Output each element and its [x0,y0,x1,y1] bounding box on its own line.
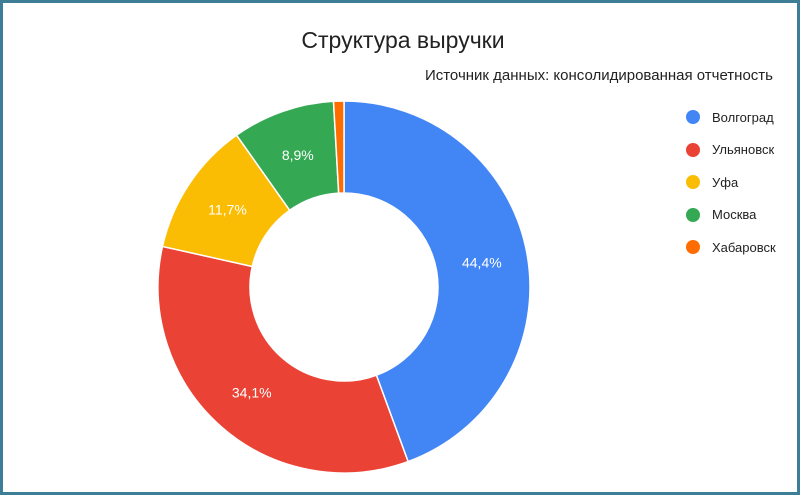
legend-label: Хабаровск [712,239,776,255]
legend-swatch [686,240,700,255]
legend-swatch [686,142,700,157]
legend-swatch [686,175,700,190]
donut-slice-labels: 44,4% 34,1% 11,7% 8,9% [208,147,502,400]
chart-subtitle: Источник данных: консолидированная отчет… [424,67,773,84]
legend-item-moskva[interactable]: Москва [686,199,776,232]
slice-value-label: 11,7% [208,201,247,217]
legend-swatch [686,207,700,222]
donut-slices [157,100,531,474]
legend-item-ufa[interactable]: Уфа [686,166,776,199]
chart-title: Структура выручки [301,27,505,53]
legend-label: Волгоград [712,109,774,125]
legend-label: Москва [712,207,757,223]
legend-item-volgograd[interactable]: Волгоград [686,101,776,134]
donut-chart: 44,4% 34,1% 11,7% 8,9% [157,100,531,474]
donut-slice[interactable] [157,245,410,474]
slice-value-label: 34,1% [232,384,272,400]
legend-item-ulyanovsk[interactable]: Ульяновск [686,134,776,167]
legend: Волгоград Ульяновск Уфа Москва Хабаровск [686,101,776,264]
donut-slice[interactable] [332,100,345,194]
legend-swatch [686,110,700,125]
legend-label: Ульяновск [712,142,775,158]
donut-slice[interactable] [343,100,531,463]
legend-label: Уфа [712,174,739,190]
slice-value-label: 44,4% [462,254,502,270]
slice-value-label: 8,9% [282,147,314,163]
legend-item-khabarovsk[interactable]: Хабаровск [686,231,776,264]
